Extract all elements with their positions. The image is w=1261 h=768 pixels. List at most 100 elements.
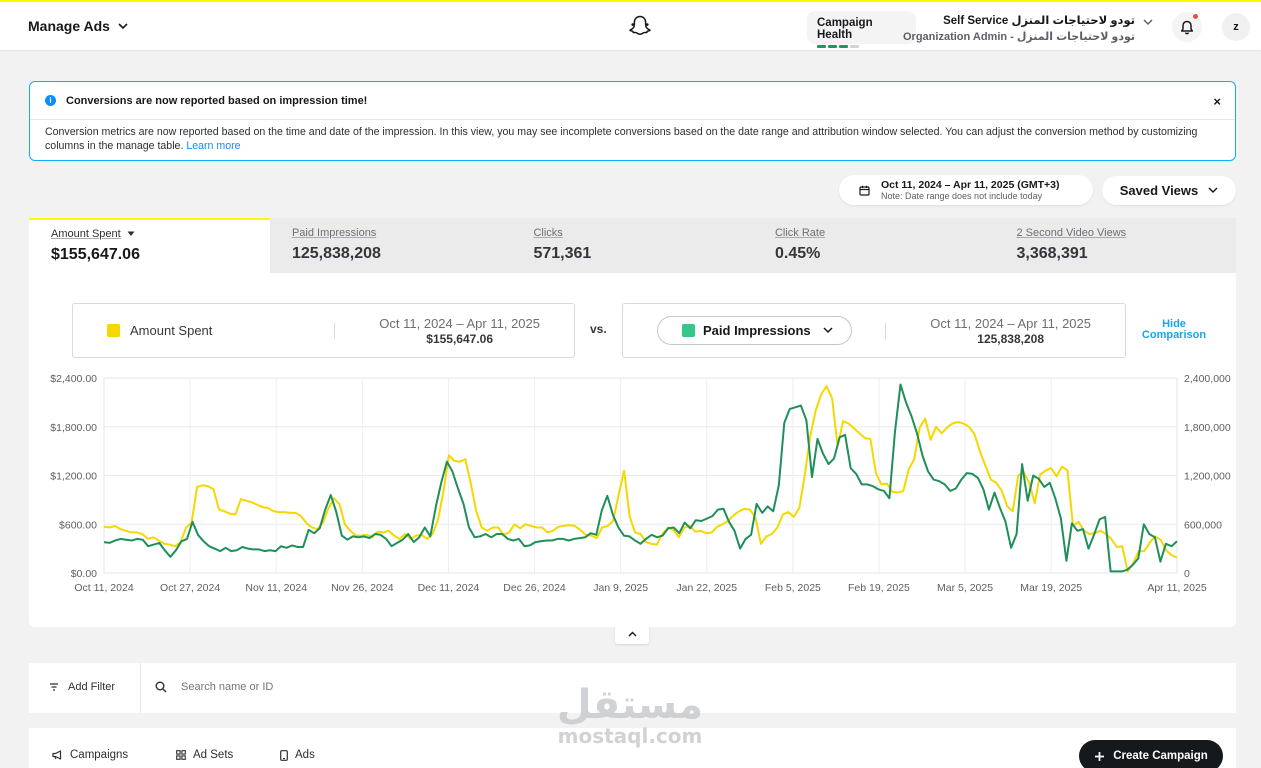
- campaign-health-widget[interactable]: Campaign Health: [807, 11, 916, 48]
- campaign-health-label: Campaign Health: [817, 17, 873, 41]
- x-tick-label: Oct 27, 2024: [160, 582, 220, 594]
- x-tick-label: Dec 11, 2024: [418, 582, 480, 594]
- avatar[interactable]: z: [1222, 13, 1250, 41]
- paid-impressions-swatch: [682, 324, 695, 337]
- metric-label: Amount Spent: [51, 228, 248, 240]
- tab-ad-sets[interactable]: Ad Sets: [176, 749, 233, 761]
- comparison-right-total: 125,838,208: [977, 332, 1045, 346]
- plot-border: [103, 377, 1178, 574]
- chevron-down-icon: [118, 22, 128, 29]
- create-campaign-label: Create Campaign: [1113, 750, 1208, 762]
- tab-label: Campaigns: [70, 749, 129, 761]
- conversion-notice-banner: i Conversions are now reported based on …: [29, 81, 1236, 161]
- date-range-picker[interactable]: Oct 11, 2024 – Apr 11, 2025 (GMT+3) Note…: [839, 175, 1093, 205]
- metric-value: 0.45%: [774, 245, 821, 262]
- tab-ads[interactable]: Ads: [280, 749, 315, 761]
- add-filter-button[interactable]: Add Filter: [49, 681, 115, 693]
- y-right-tick-label: 600,000: [1184, 519, 1222, 531]
- close-icon[interactable]: ×: [1213, 94, 1221, 109]
- comparison-right-range: Oct 11, 2024 – Apr 11, 2025 125,838,208: [930, 316, 1091, 346]
- megaphone-icon: [52, 750, 62, 760]
- comparison-left-total: $155,647.06: [426, 332, 494, 346]
- series-line-amount-spent: [103, 385, 1178, 573]
- metric-label-text: Amount Spent: [51, 228, 121, 240]
- manage-ads-menu[interactable]: Manage Ads: [28, 18, 128, 34]
- metrics-chart-card: Amount Spent $155,647.06 Paid Impression…: [29, 218, 1236, 627]
- notifications-button[interactable]: [1172, 12, 1202, 42]
- filter-bar: Add Filter: [29, 663, 1236, 713]
- metric-tab-click-rate[interactable]: Click Rate 0.45%: [752, 218, 995, 273]
- health-bar: [839, 45, 848, 48]
- x-tick-label: Mar 19, 2025: [1020, 582, 1082, 594]
- saved-views-label: Saved Views: [1119, 183, 1199, 198]
- comparison-metric-select[interactable]: Paid Impressions: [657, 316, 852, 345]
- x-tick-label: Jan 9, 2025: [593, 582, 648, 594]
- y-left-tick-label: $600.00: [59, 519, 97, 531]
- learn-more-link[interactable]: Learn more: [186, 139, 241, 152]
- y-right-tick-label: 2,400,000: [1184, 373, 1231, 385]
- tab-campaigns[interactable]: Campaigns: [52, 749, 128, 761]
- tab-label: Ad Sets: [193, 749, 234, 761]
- comparison-right-date: Oct 11, 2024 – Apr 11, 2025: [930, 316, 1091, 331]
- search-box: [155, 681, 481, 693]
- y-left-tick-label: $2,400.00: [50, 373, 97, 385]
- x-tick-label: Dec 26, 2024: [503, 582, 566, 594]
- divider: [885, 323, 886, 339]
- create-campaign-button[interactable]: Create Campaign: [1079, 740, 1223, 768]
- comparison-left-date: Oct 11, 2024 – Apr 11, 2025: [379, 316, 540, 331]
- chevron-up-icon: [628, 631, 636, 637]
- metric-value: $155,647.06: [51, 246, 140, 263]
- metric-tab-clicks[interactable]: Clicks 571,361: [511, 218, 753, 273]
- divider: [140, 663, 141, 713]
- account-role: Organization Admin - تودو لاحتياجات المن…: [903, 31, 1135, 43]
- x-tick-label: Feb 5, 2025: [765, 582, 821, 594]
- y-left-tick-label: $1,800.00: [50, 422, 97, 434]
- bell-icon: [1180, 20, 1194, 34]
- dual-axis-line-chart: $2,400.00 2,400,000 $1,800.00 1,800,000 $1,2…: [50, 373, 1231, 594]
- entity-tabs-bar: Campaigns Ad Sets Ads Create Campaign: [29, 728, 1236, 768]
- metric-label: Clicks: [533, 227, 563, 239]
- date-range-label: Oct 11, 2024 – Apr 11, 2025 (GMT+3): [881, 179, 1060, 191]
- chevron-down-icon[interactable]: [1143, 19, 1153, 26]
- snapchat-ghost-icon[interactable]: [628, 14, 652, 38]
- collapse-chart-button[interactable]: [615, 624, 649, 644]
- x-tick-label: Feb 19, 2025: [848, 582, 910, 594]
- account-name: Self Service تودو لاحتياجات المنزل: [943, 15, 1135, 27]
- search-input[interactable]: [181, 681, 481, 693]
- campaign-health-bars: [817, 45, 906, 48]
- notification-dot: [1192, 13, 1199, 20]
- health-bar: [828, 45, 837, 48]
- comparison-left-metric: Amount Spent: [107, 323, 212, 338]
- chart-lines: [103, 383, 1178, 573]
- y-right-tick-label: 1,800,000: [1184, 422, 1231, 434]
- plus-icon: [1095, 751, 1105, 761]
- hide-comparison-link[interactable]: Hide Comparison: [1141, 318, 1207, 341]
- metric-value: 125,838,208: [291, 245, 381, 262]
- metric-label: Click Rate: [774, 227, 826, 239]
- vs-label: vs.: [590, 322, 607, 336]
- metric-tab-paid-impressions[interactable]: Paid Impressions 125,838,208: [269, 218, 512, 273]
- notice-title: Conversions are now reported based on im…: [66, 94, 368, 107]
- chevron-down-icon: [1208, 187, 1218, 194]
- comparison-right-metric-label: Paid Impressions: [703, 323, 811, 338]
- metric-value: 3,368,391: [1016, 245, 1088, 262]
- caret-down-icon[interactable]: [127, 231, 135, 237]
- series-line-paid-impressions: [103, 383, 1178, 573]
- comparison-left-metric-label: Amount Spent: [130, 323, 213, 338]
- notice-body: Conversion metrics are now reported base…: [30, 120, 1235, 153]
- account-switcher[interactable]: Self Service تودو لاحتياجات المنزل Organ…: [903, 13, 1135, 43]
- metric-tab-video-views[interactable]: 2 Second Video Views 3,368,391: [994, 218, 1236, 273]
- health-bar: [850, 45, 859, 48]
- tab-label: Ads: [295, 749, 315, 761]
- chart-grid: [103, 377, 1178, 574]
- add-filter-label: Add Filter: [68, 681, 116, 693]
- y-left-tick-label: $0.00: [71, 568, 97, 580]
- y-right-tick-label: 0: [1184, 568, 1190, 580]
- saved-views-dropdown[interactable]: Saved Views: [1102, 176, 1236, 205]
- x-tick-label: Apr 11, 2025: [1147, 582, 1207, 594]
- metric-tab-amount-spent[interactable]: Amount Spent $155,647.06: [29, 218, 270, 273]
- metric-tabs: Amount Spent $155,647.06 Paid Impression…: [29, 218, 1236, 273]
- x-tick-label: Jan 22, 2025: [676, 582, 737, 594]
- y-right-tick-label: 1,200,000: [1184, 471, 1231, 483]
- x-tick-label: Oct 11, 2024: [74, 582, 134, 594]
